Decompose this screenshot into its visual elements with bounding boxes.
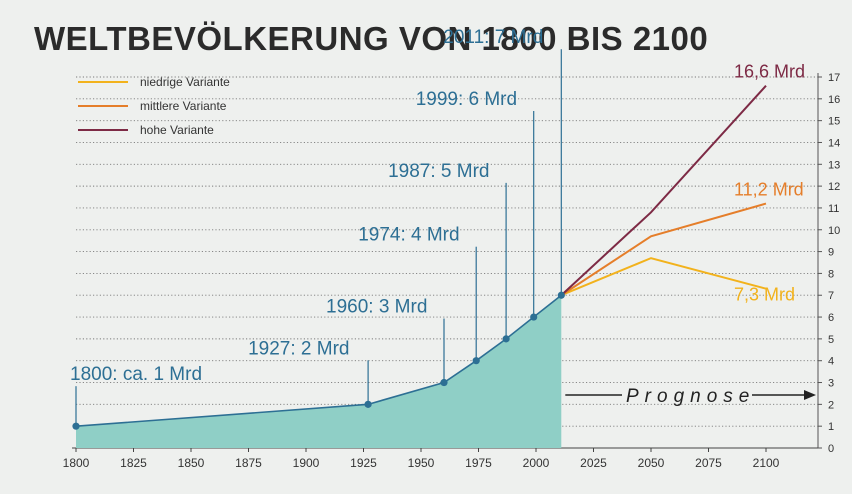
y-tick-label: 2 [828,399,834,411]
x-tick-label: 2075 [695,456,722,470]
y-tick-label: 6 [828,312,834,324]
milestone-point [530,313,538,321]
x-tick-label: 2100 [753,456,780,470]
milestone-label: 2011: 7 Mrd [443,27,543,48]
milestone-label: 1987: 5 Mrd [388,161,489,182]
y-tick-label: 1 [828,421,834,433]
legend-label: niedrige Variante [140,75,230,89]
legend-label: hohe Variante [140,123,214,137]
y-tick-label: 11 [828,203,839,215]
y-tick-label: 7 [828,290,834,302]
x-tick-label: 1875 [235,456,262,470]
milestone-point [72,422,80,430]
y-tick-label: 16 [828,94,840,106]
y-tick-label: 3 [828,378,834,390]
series-end-label: 16,6 Mrd [734,62,805,82]
y-tick-label: 13 [828,159,840,171]
milestone-point [557,291,565,299]
y-tick-label: 14 [828,137,840,149]
milestone-point [502,335,510,343]
y-tick-label: 10 [828,225,840,237]
milestone-label: 1927: 2 Mrd [248,338,349,359]
x-tick-label: 1825 [120,456,147,470]
y-tick-label: 17 [828,72,840,84]
x-tick-label: 1850 [178,456,205,470]
y-tick-label: 5 [828,334,834,346]
milestone-point [440,378,448,387]
x-tick-label: 1975 [465,456,492,470]
prognose-label: Prognose [626,386,755,407]
y-tick-label: 4 [828,356,834,368]
milestone-label: 1999: 6 Mrd [416,89,517,110]
x-tick-label: 2000 [523,456,550,470]
milestone-point [364,400,372,408]
milestone-point [472,357,480,365]
chart-title: WELTBEVÖLKERUNG VON 1800 BIS 2100 [34,20,709,57]
prognose-arrow-head [804,390,816,400]
legend-label: mittlere Variante [140,99,227,113]
x-tick-label: 1800 [63,456,90,470]
y-tick-label: 0 [828,443,834,455]
series-line-mittlere [560,202,767,297]
x-tick-label: 2025 [580,456,607,470]
series-line-niedrige [560,257,767,297]
x-tick-label: 1900 [293,456,320,470]
series-end-label: 11,2 Mrd [734,180,804,200]
y-tick-label: 15 [828,116,840,128]
series-line-hohe [560,85,767,296]
series-end-label: 7,3 Mrd [734,285,795,305]
milestone-label: 1974: 4 Mrd [358,225,459,246]
y-tick-label: 9 [828,247,834,259]
milestone-label: 1960: 3 Mrd [326,297,427,318]
x-tick-label: 1925 [350,456,377,470]
milestone-label: 1800: ca. 1 Mrd [70,364,202,385]
history-area [76,295,562,448]
x-tick-label: 2050 [638,456,665,470]
y-tick-label: 12 [828,181,840,193]
x-tick-label: 1950 [408,456,435,470]
y-tick-label: 8 [828,268,834,280]
